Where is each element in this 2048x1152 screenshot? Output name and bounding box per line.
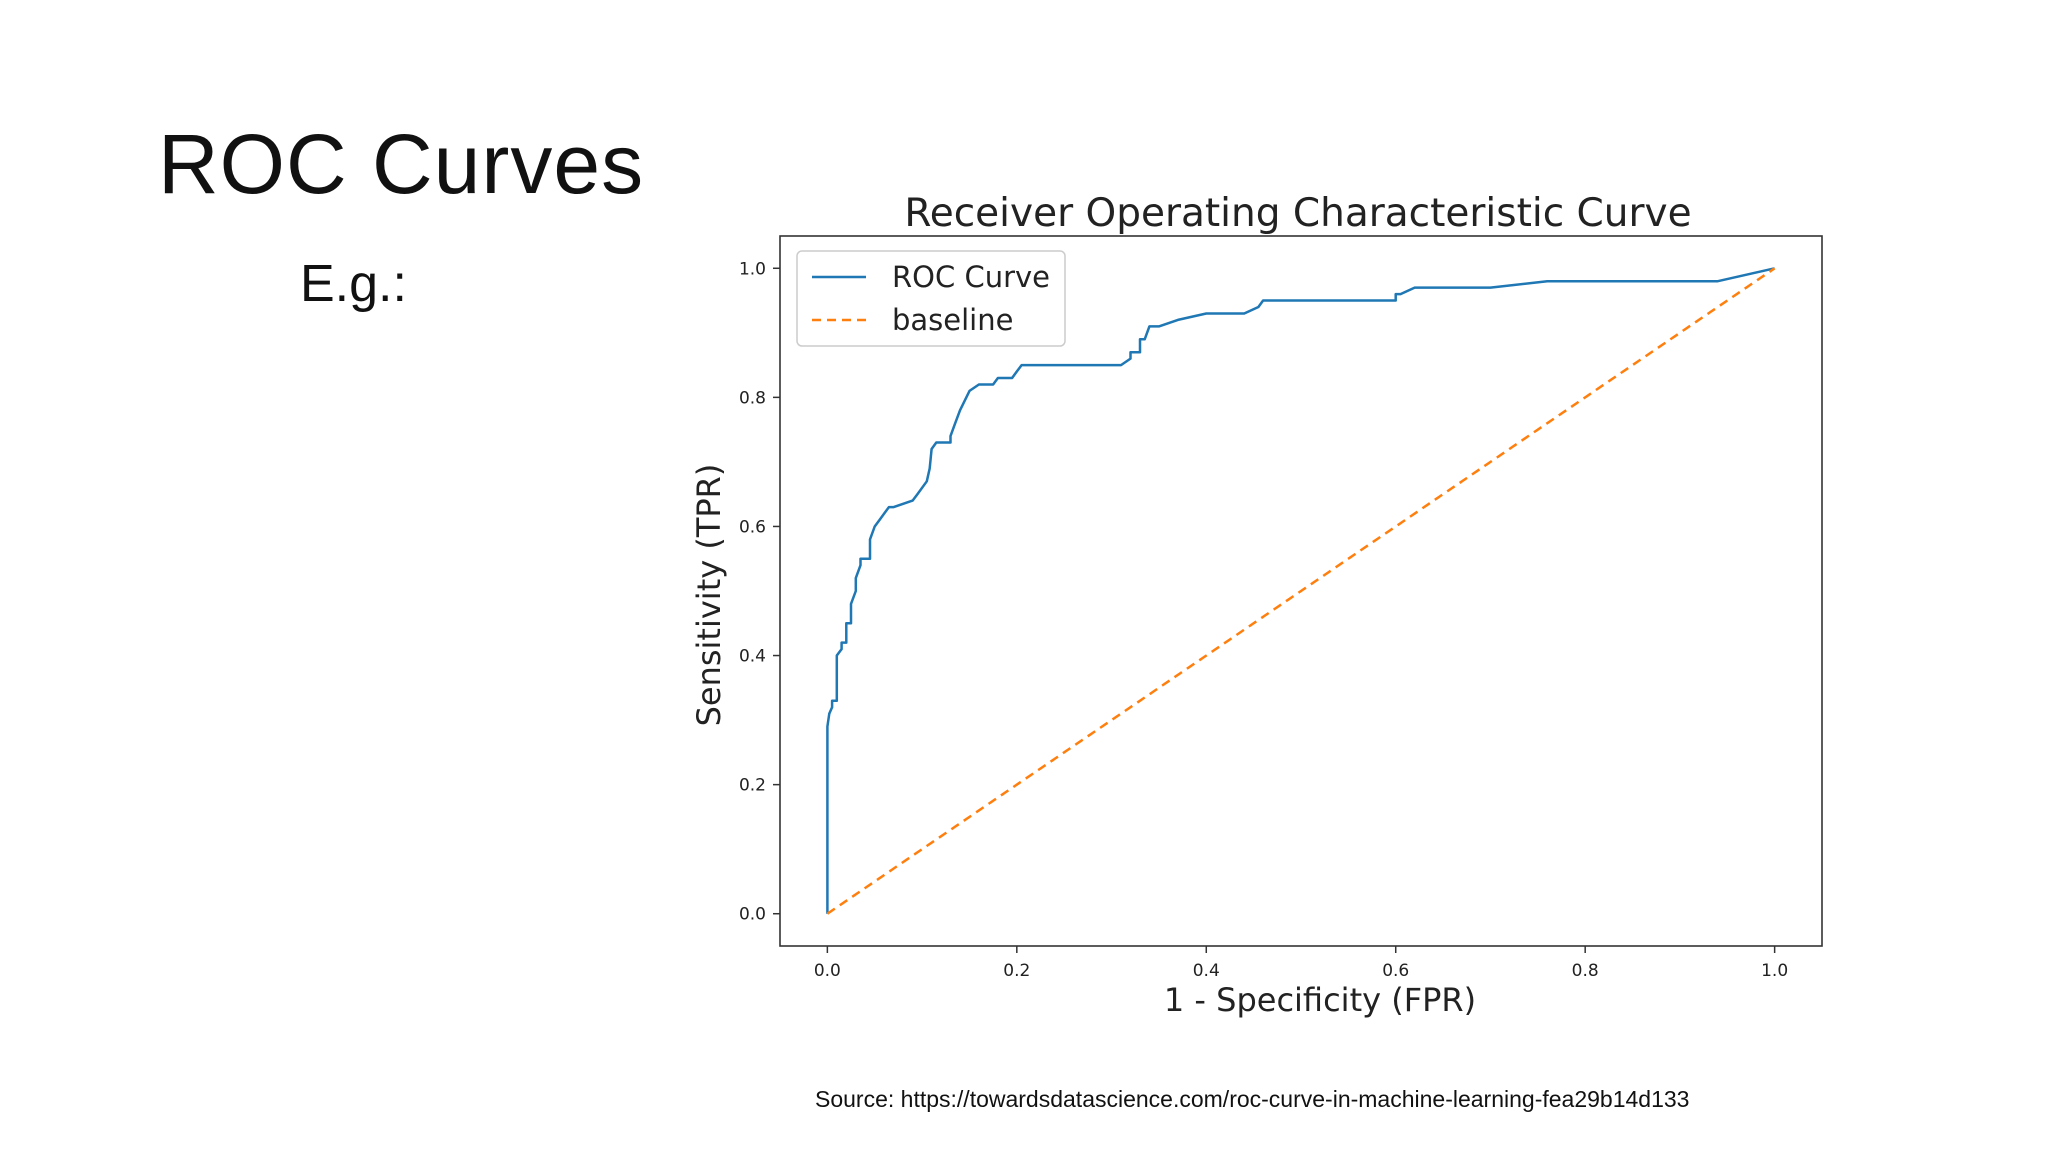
legend-label-baseline: baseline xyxy=(892,303,1013,337)
x-tick-label: 1.0 xyxy=(1761,961,1788,981)
legend: ROC Curve baseline xyxy=(796,250,1066,347)
y-tick-label: 1.0 xyxy=(739,259,766,279)
source-citation: Source: https://towardsdatascience.com/r… xyxy=(815,1086,1690,1112)
x-tick-label: 0.6 xyxy=(1382,961,1409,981)
x-tick-label: 0.8 xyxy=(1572,961,1599,981)
y-tick-label: 0.8 xyxy=(739,388,766,408)
series-layer xyxy=(826,267,1776,915)
slide-subtitle: E.g.: xyxy=(300,255,407,313)
chart-title: Receiver Operating Characteristic Curve xyxy=(904,191,1691,236)
x-axis-label: 1 - Specificity (FPR) xyxy=(1164,981,1476,1019)
plot-frame xyxy=(779,235,1823,947)
legend-label-roc-curve: ROC Curve xyxy=(892,260,1050,294)
y-tick-label: 0.4 xyxy=(739,647,766,667)
y-tick-label: 0.2 xyxy=(739,776,766,796)
y-tick-label: 0.6 xyxy=(739,517,766,537)
x-tick-label: 0.0 xyxy=(814,961,841,981)
series-line-roc-curve xyxy=(826,267,1775,914)
y-tick-label: 0.0 xyxy=(739,905,766,925)
series-line-baseline xyxy=(826,267,1776,915)
axis-ticks: 0.0 0.2 0.4 0.6 0.8 1.0 0.0 0.2 0.4 0.6 0.8 1.0 xyxy=(739,259,1788,981)
y-axis-label: Sensitivity (TPR) xyxy=(690,464,728,727)
x-tick-label: 0.4 xyxy=(1193,961,1220,981)
legend-box xyxy=(796,250,1066,347)
slide-title: ROC Curves xyxy=(158,117,645,211)
x-tick-label: 0.2 xyxy=(1003,961,1030,981)
